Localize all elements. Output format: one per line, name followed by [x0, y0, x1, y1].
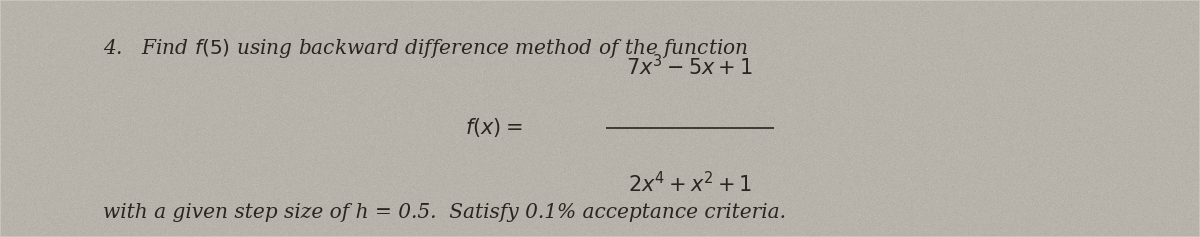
Text: 4.   Find $f(5)$ using backward difference method of the function: 4. Find $f(5)$ using backward difference… [103, 37, 749, 60]
Text: $f(x) =$: $f(x) =$ [464, 116, 522, 139]
Text: $2x^4 + x^2 + 1$: $2x^4 + x^2 + 1$ [628, 172, 752, 197]
Text: $7x^3 - 5x + 1$: $7x^3 - 5x + 1$ [626, 54, 754, 80]
Text: with a given step size of h = 0.5.  Satisfy 0.1% acceptance criteria.: with a given step size of h = 0.5. Satis… [103, 203, 786, 222]
